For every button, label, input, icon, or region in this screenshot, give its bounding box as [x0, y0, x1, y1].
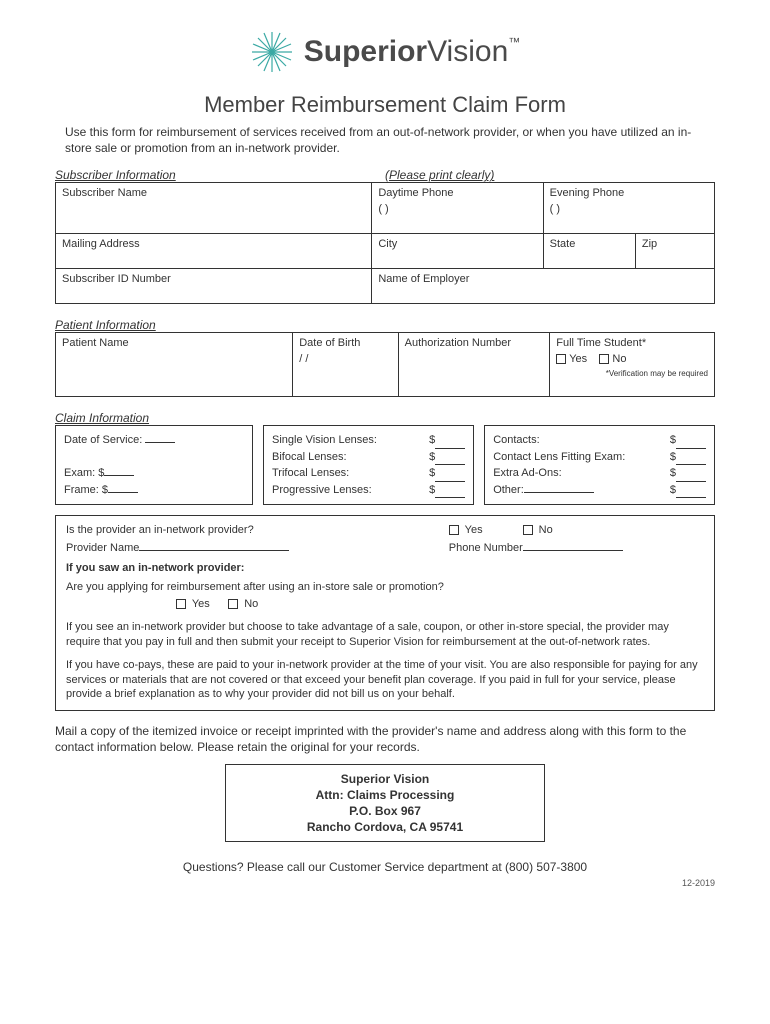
field-employer[interactable]: Name of Employer [372, 269, 715, 304]
patient-heading: Patient Information [55, 318, 715, 332]
subscriber-table: Subscriber Name Daytime Phone ( ) Evenin… [55, 182, 715, 304]
provider-subhead: If you saw an in-network provider: [66, 562, 704, 574]
field-subscriber-id[interactable]: Subscriber ID Number [56, 269, 372, 304]
field-city[interactable]: City [372, 234, 543, 269]
checkbox-student-no[interactable] [599, 354, 609, 364]
field-state[interactable]: State [543, 234, 635, 269]
claim-box-contacts[interactable]: Contacts:$ Contact Lens Fitting Exam:$ E… [484, 425, 715, 505]
claim-box-service[interactable]: Date of Service: Exam: $ Frame: $ [55, 425, 253, 505]
intro-text: Use this form for reimbursement of servi… [55, 124, 715, 156]
field-daytime-phone[interactable]: Daytime Phone ( ) [372, 183, 543, 234]
checkbox-promo-yes[interactable] [176, 599, 186, 609]
starburst-icon [250, 30, 294, 74]
field-auth-number[interactable]: Authorization Number [398, 333, 550, 397]
checkbox-innet-yes[interactable] [449, 525, 459, 535]
field-student[interactable]: Full Time Student* Yes No *Verification … [550, 333, 715, 397]
provider-para1: If you see an in-network provider but ch… [66, 620, 704, 650]
provider-box: Is the provider an in-network provider? … [55, 515, 715, 711]
checkbox-promo-no[interactable] [228, 599, 238, 609]
q-in-network: Is the provider an in-network provider? [66, 524, 449, 536]
provider-para2: If you have co-pays, these are paid to y… [66, 658, 704, 703]
field-evening-phone[interactable]: Evening Phone ( ) [543, 183, 714, 234]
subscriber-heading: Subscriber Information (Please print cle… [55, 168, 715, 182]
page-title: Member Reimbursement Claim Form [55, 92, 715, 118]
claim-boxes: Date of Service: Exam: $ Frame: $ Single… [55, 425, 715, 505]
patient-table: Patient Name Date of Birth / / Authoriza… [55, 332, 715, 397]
mailing-address: Superior Vision Attn: Claims Processing … [225, 764, 545, 843]
mail-note: Mail a copy of the itemized invoice or r… [55, 723, 715, 755]
claim-box-lenses[interactable]: Single Vision Lenses:$ Bifocal Lenses:$ … [263, 425, 474, 505]
field-dob[interactable]: Date of Birth / / [293, 333, 398, 397]
checkbox-student-yes[interactable] [556, 354, 566, 364]
field-provider-name[interactable]: Provider Name [66, 542, 449, 554]
field-provider-phone[interactable]: Phone Number [449, 542, 623, 554]
checkbox-innet-no[interactable] [523, 525, 533, 535]
claim-heading: Claim Information [55, 411, 715, 425]
logo-text: SuperiorVision™ [304, 35, 521, 69]
field-subscriber-name[interactable]: Subscriber Name [56, 183, 372, 234]
logo: SuperiorVision™ [55, 30, 715, 74]
field-mailing-address[interactable]: Mailing Address [56, 234, 372, 269]
field-patient-name[interactable]: Patient Name [56, 333, 293, 397]
field-zip[interactable]: Zip [635, 234, 714, 269]
revision-date: 12-2019 [55, 878, 715, 888]
q-reimbursement: Are you applying for reimbursement after… [66, 580, 704, 612]
footer-contact: Questions? Please call our Customer Serv… [55, 860, 715, 874]
